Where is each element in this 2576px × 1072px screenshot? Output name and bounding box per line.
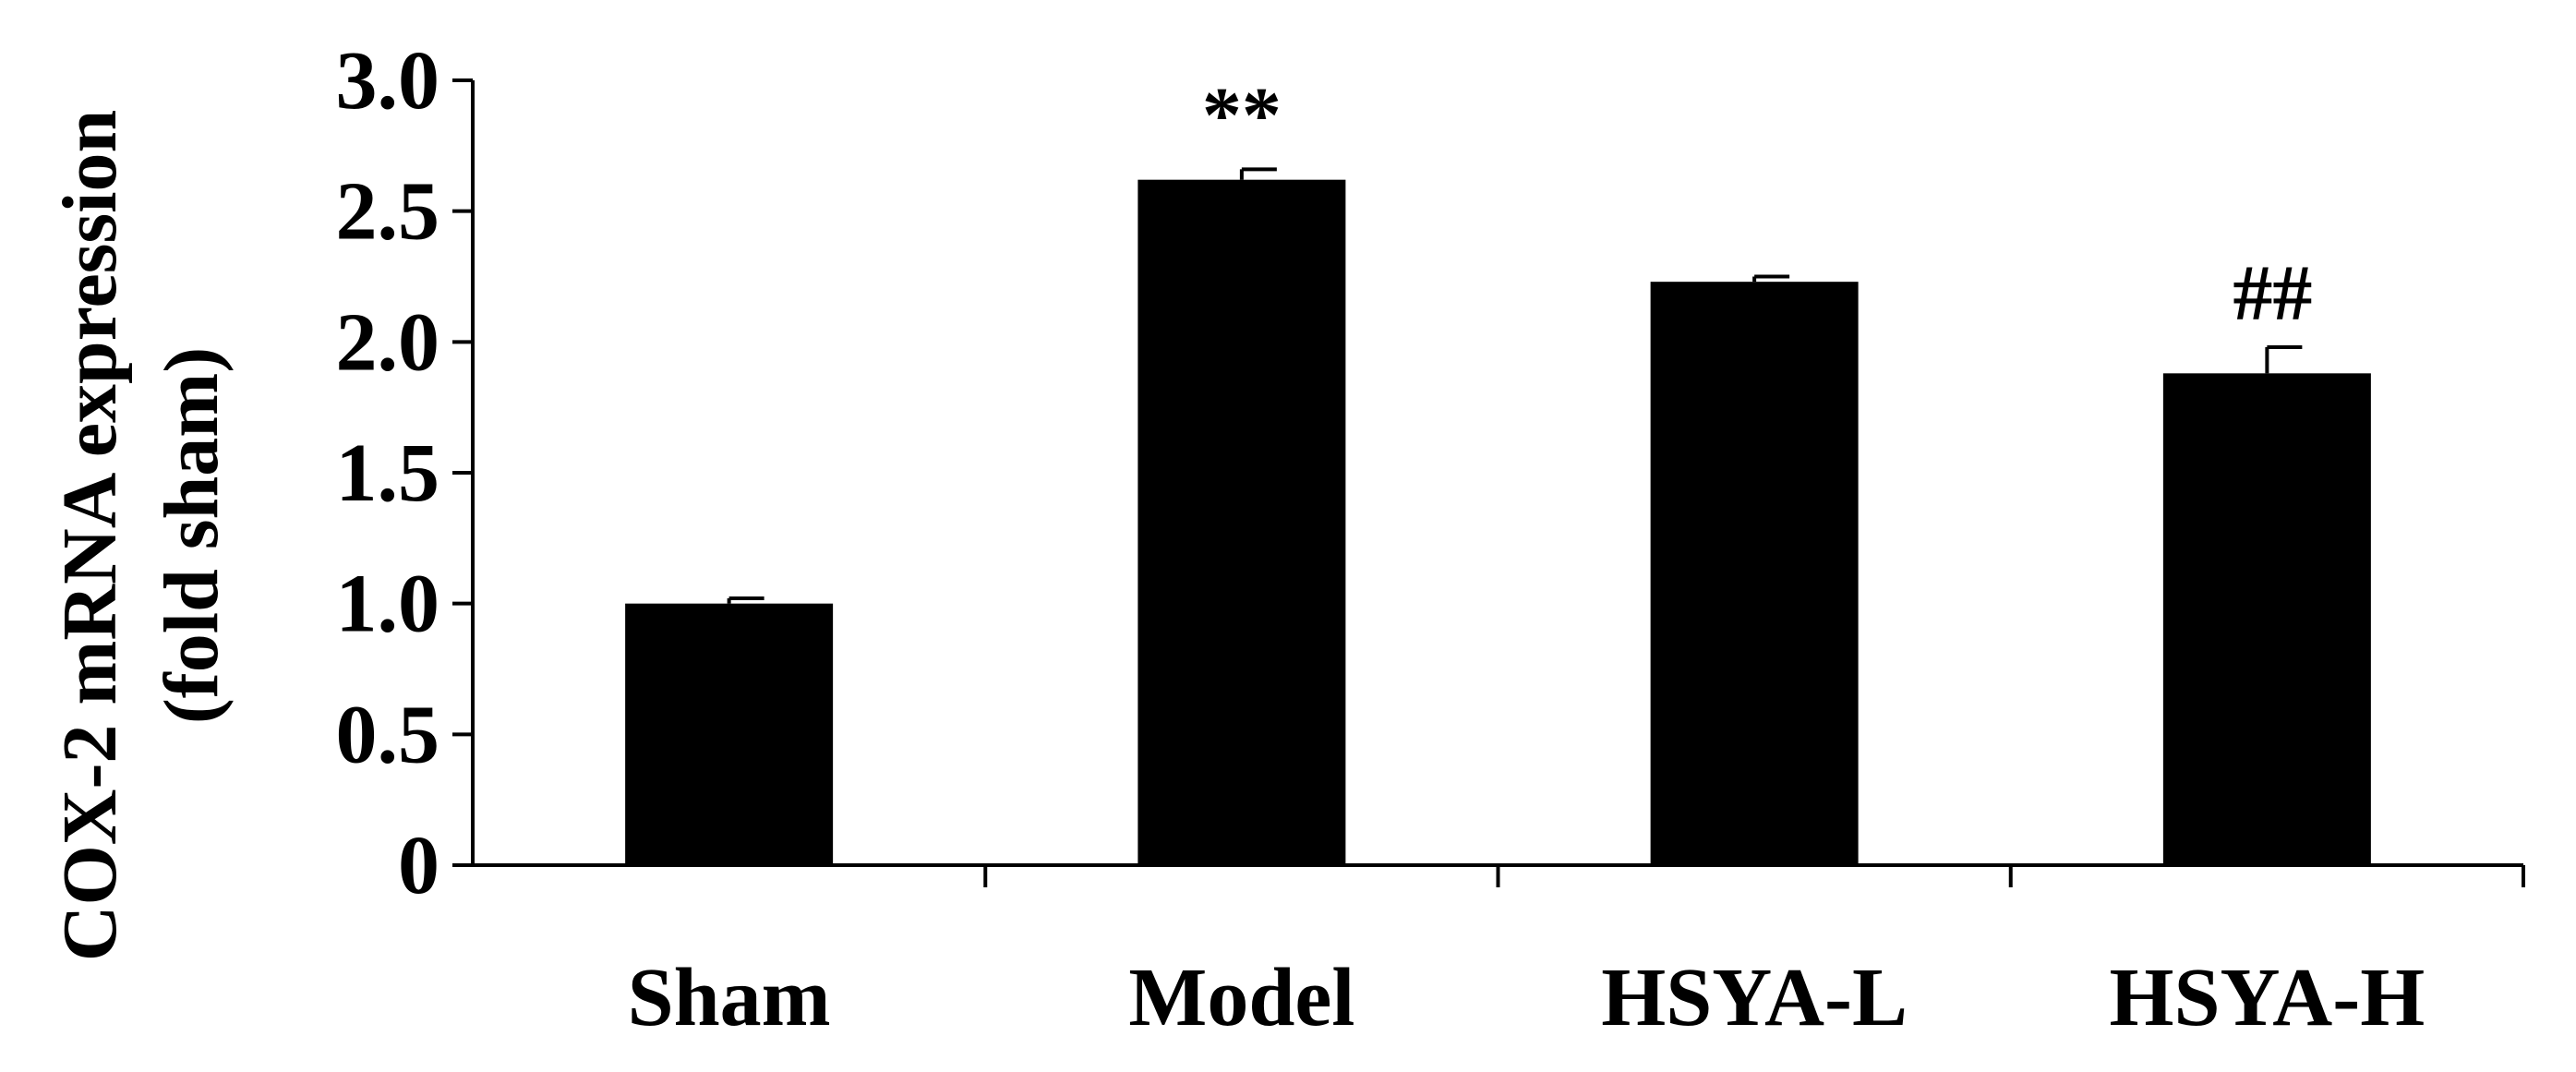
x-tick-label: Sham: [628, 952, 831, 1043]
y-tick-label: 0: [398, 820, 439, 911]
y-tick-label: 1.0: [336, 559, 440, 650]
plot-area: 0 0.5 1.0 1.5 2.0 2.5 3.0 Sham Model ** HSYA-L HSYA…: [336, 35, 2525, 1043]
y-tick-label: 3.0: [336, 35, 440, 126]
bar: [2162, 373, 2371, 865]
significance-annotation: ##: [2233, 248, 2312, 337]
y-tick-label: 2.5: [336, 166, 440, 258]
bar: [625, 603, 834, 865]
bar: [1138, 179, 1346, 865]
y-tick-label: 0.5: [336, 689, 440, 780]
y-axis-label-line-1: COX-2 mRNA expression: [47, 110, 133, 961]
y-tick-label: 1.5: [336, 428, 440, 519]
x-tick-label: HSYA-H: [2109, 952, 2425, 1043]
x-tick-label: Model: [1128, 952, 1354, 1043]
y-axis-label-line-2: (fold sham): [149, 347, 235, 724]
significance-annotation: **: [1202, 70, 1282, 159]
y-axis-title: COX-2 mRNA expression (fold sham): [47, 110, 235, 961]
bar: [1650, 282, 1859, 866]
y-tick-label: 2.0: [336, 296, 440, 388]
x-tick-label: HSYA-L: [1601, 952, 1908, 1043]
